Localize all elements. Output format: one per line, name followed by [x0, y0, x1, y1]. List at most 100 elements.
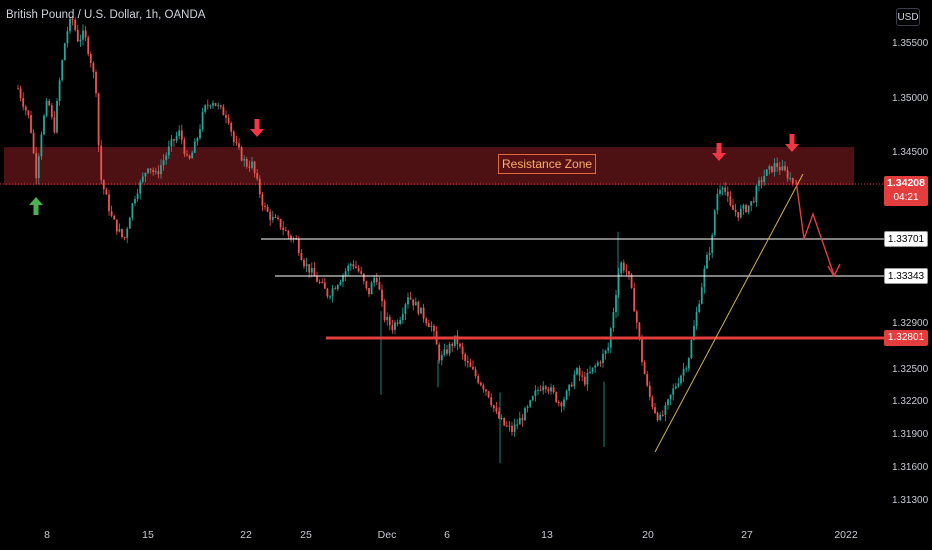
- candle-body: [404, 304, 407, 314]
- candle-body: [282, 227, 285, 231]
- candle-body: [446, 349, 448, 354]
- candle-body: [394, 322, 396, 331]
- candle-body: [513, 424, 516, 432]
- candle-body: [17, 88, 19, 90]
- candle-body: [139, 181, 142, 194]
- candle-body: [578, 368, 581, 376]
- candle-body: [277, 217, 279, 220]
- candle-body: [334, 288, 337, 290]
- candle-body: [583, 376, 586, 385]
- candle-body: [656, 413, 659, 420]
- candle-body: [61, 60, 64, 81]
- candle-body: [115, 219, 118, 232]
- x-tick-label: 6: [444, 529, 450, 541]
- candle-body: [316, 275, 318, 282]
- candle-body: [178, 130, 181, 136]
- x-tick-label: 27: [741, 529, 753, 541]
- candle-body: [516, 424, 519, 426]
- candle-body: [95, 72, 97, 94]
- candle-body: [646, 374, 649, 386]
- candle-body: [602, 353, 604, 363]
- candle-body: [355, 266, 357, 269]
- candle-body: [547, 388, 550, 392]
- candle-body: [165, 155, 168, 161]
- level-tag-1: 1.33701: [884, 231, 928, 247]
- candle-body: [386, 316, 389, 320]
- candle-body: [570, 384, 573, 387]
- candle-body: [667, 399, 669, 406]
- candle-body: [118, 228, 121, 232]
- candle-body: [37, 156, 40, 179]
- candle-body: [357, 268, 360, 272]
- candle-body: [214, 103, 217, 106]
- candle-body: [581, 375, 584, 377]
- candle-body: [279, 219, 282, 228]
- candle-body: [365, 281, 368, 288]
- candle-body: [381, 289, 383, 302]
- y-tick-label: 1.35000: [892, 93, 929, 104]
- y-tick-label: 1.35500: [892, 38, 929, 49]
- candle-body: [604, 350, 607, 354]
- candle-body: [303, 260, 305, 267]
- candle-body: [729, 196, 732, 206]
- candle-body: [703, 268, 706, 288]
- resistance-zone: [4, 147, 854, 186]
- candle-body: [201, 111, 204, 130]
- candle-body: [305, 264, 308, 267]
- x-tick-label: 13: [541, 529, 553, 541]
- candle-body: [121, 228, 123, 237]
- candle-body: [526, 406, 529, 409]
- candle-body: [245, 159, 248, 167]
- candle-body: [550, 387, 552, 392]
- candle-body: [721, 187, 724, 190]
- candle-body: [745, 205, 747, 213]
- candle-body: [724, 187, 727, 192]
- candle-body: [599, 362, 602, 364]
- candle-body: [308, 264, 311, 273]
- candle-body: [716, 193, 719, 211]
- candle-body: [69, 18, 71, 32]
- candle-body: [339, 281, 342, 285]
- candle-body: [40, 134, 43, 157]
- candle-body: [48, 100, 51, 106]
- candle-body: [500, 417, 503, 419]
- candle-body: [414, 301, 417, 306]
- candle-body: [755, 185, 758, 203]
- candle-body: [700, 287, 703, 304]
- candle-body: [479, 382, 482, 386]
- candle-body: [186, 154, 188, 156]
- chart-title: British Pound / U.S. Dollar, 1h, OANDA: [6, 9, 206, 21]
- candle-body: [347, 265, 350, 272]
- candle-body: [123, 236, 126, 238]
- candle-body: [43, 115, 45, 135]
- candle-body: [274, 216, 277, 218]
- candle-body: [521, 417, 524, 421]
- candle-body: [542, 386, 545, 391]
- candle-body: [719, 189, 721, 194]
- candle-body: [498, 411, 500, 419]
- candle-body: [682, 368, 685, 376]
- candle-body: [778, 167, 781, 171]
- candle-body: [183, 139, 186, 155]
- currency-button[interactable]: USD: [896, 8, 920, 26]
- candle-body: [230, 122, 233, 132]
- candle-body: [375, 278, 378, 283]
- candle-body: [760, 180, 763, 183]
- candle-body: [149, 168, 152, 170]
- candle-body: [71, 18, 74, 21]
- candle-body: [219, 105, 222, 107]
- candle-body: [399, 319, 402, 324]
- candle-body: [786, 170, 789, 179]
- candle-body: [326, 288, 329, 297]
- candle-body: [222, 106, 225, 116]
- candle-countdown: 04:21: [893, 192, 919, 203]
- candle-body: [422, 307, 425, 319]
- candle-body: [206, 105, 209, 107]
- candle-body: [217, 105, 220, 107]
- candle-body: [453, 335, 456, 346]
- candle-body: [568, 384, 571, 391]
- up-arrow-icon: [29, 197, 43, 215]
- y-tick-label: 1.32500: [892, 364, 929, 375]
- y-tick-label: 1.31900: [892, 429, 929, 440]
